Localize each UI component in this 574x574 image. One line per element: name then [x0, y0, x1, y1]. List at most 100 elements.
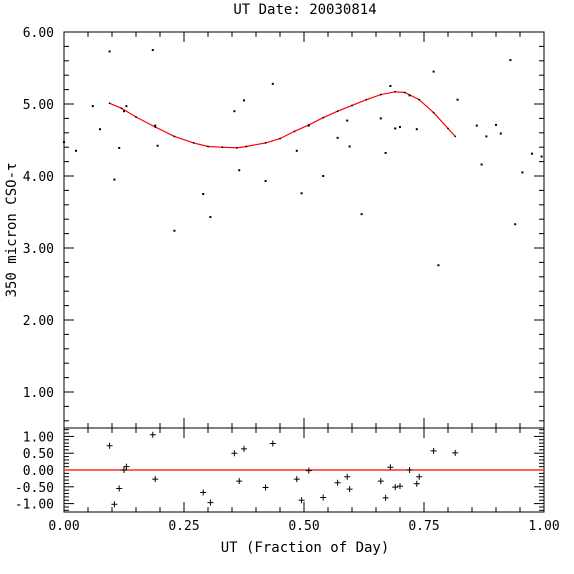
fit-node [279, 137, 281, 140]
residual-point [382, 494, 389, 501]
data-point [113, 178, 116, 181]
residual-y-tick-label: 0.00 [23, 464, 54, 479]
data-point [485, 135, 488, 138]
data-point [209, 216, 212, 219]
data-point [63, 141, 65, 144]
residual-point [334, 479, 341, 486]
fit-node [120, 107, 123, 110]
y-tick-label: 1.00 [23, 386, 54, 401]
data-point [300, 192, 303, 195]
residual-point [387, 464, 394, 471]
chart-title: UT Date: 20030814 [233, 2, 376, 18]
data-point [154, 124, 157, 127]
fit-node [221, 146, 224, 149]
fit-node [351, 104, 353, 107]
residual-point [152, 476, 159, 483]
data-point [394, 127, 397, 130]
residual-point [123, 463, 130, 470]
data-point [348, 145, 351, 148]
data-point [384, 151, 387, 154]
data-point [346, 119, 349, 122]
residual-y-tick-label: 0.50 [23, 447, 54, 462]
residual-point [416, 473, 423, 480]
data-point [480, 163, 483, 166]
residual-point [200, 489, 207, 496]
residual-y-tick-label: -1.00 [15, 498, 54, 513]
data-point [99, 128, 101, 131]
residual-point [231, 450, 238, 457]
residual-point [241, 445, 247, 452]
fit-curve-line [109, 91, 456, 149]
data-point [495, 123, 497, 126]
data-point [521, 171, 524, 174]
residual-point [207, 499, 214, 506]
residual-point [406, 467, 413, 473]
data-point [123, 110, 125, 113]
y-tick-label: 4.00 [23, 170, 54, 185]
main-plot-frame [63, 31, 545, 429]
residual-point [149, 431, 156, 438]
data-point [233, 110, 236, 113]
x-tick-label: 0.50 [288, 519, 319, 534]
fit-node [135, 116, 137, 118]
fit-node [454, 135, 457, 138]
residual-point [305, 467, 312, 474]
fit-node [245, 145, 248, 148]
y-tick-label: 2.00 [23, 314, 54, 329]
data-point [202, 193, 205, 195]
data-point [336, 136, 339, 139]
residual-point [293, 476, 300, 483]
x-tick-label: 0.00 [48, 519, 79, 534]
data-point [243, 99, 245, 102]
residual-point [298, 497, 305, 504]
data-point [360, 213, 363, 216]
data-point [389, 85, 392, 87]
main-plot: 1.00 2.00 3.00 4.00 5.00 6.00 [23, 26, 545, 429]
residual-point [430, 447, 437, 454]
residual-y-tick-label: -0.50 [15, 481, 54, 496]
residual-point [413, 480, 420, 487]
residual-plot-points [106, 431, 459, 508]
residual-point [320, 494, 327, 501]
data-point [125, 105, 128, 108]
data-point [456, 98, 459, 101]
data-point [271, 82, 274, 85]
data-point [509, 59, 512, 62]
fit-node [192, 141, 195, 144]
fit-node [235, 147, 238, 149]
data-point [264, 180, 267, 183]
x-tick-labels: 0.00 0.25 0.50 0.75 1.00 [48, 519, 559, 534]
data-point [499, 132, 502, 135]
data-point [118, 146, 121, 149]
data-point [514, 223, 517, 226]
data-point [408, 94, 411, 97]
residual-point [346, 486, 353, 493]
residual-point [262, 484, 269, 491]
y-axis-label: 350 micron CSO-τ [4, 163, 20, 298]
residual-point [269, 440, 276, 447]
data-point [531, 152, 533, 155]
fit-node [173, 135, 176, 138]
residual-plot: 1.00 0.50 0.00 -0.50 -1.00 [15, 427, 545, 513]
data-point [91, 105, 94, 108]
x-tick-label: 0.75 [408, 519, 439, 534]
residual-point [116, 485, 123, 492]
residual-point [397, 483, 403, 490]
fit-node [447, 127, 449, 130]
data-point [399, 126, 401, 129]
y-tick-label: 6.00 [23, 26, 54, 41]
data-point [295, 149, 298, 152]
data-point [437, 264, 440, 267]
fit-node [322, 116, 325, 119]
residual-point [111, 501, 118, 508]
fit-node [403, 91, 406, 94]
fit-node [264, 141, 267, 144]
data-point [75, 149, 77, 152]
data-point [540, 155, 543, 158]
data-point [322, 175, 325, 177]
data-point [151, 49, 154, 51]
fit-node [418, 98, 421, 101]
x-tick-label: 1.00 [528, 519, 559, 534]
fit-node [108, 102, 111, 105]
residual-point [344, 473, 351, 480]
